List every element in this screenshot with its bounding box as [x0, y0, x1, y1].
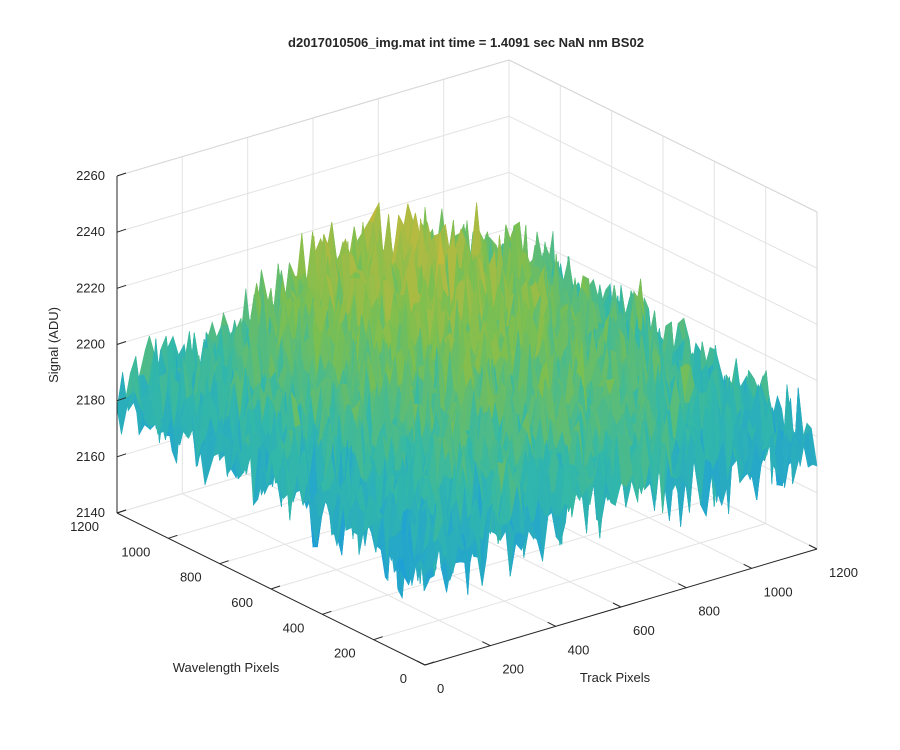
z-tick-mark: [116, 341, 127, 345]
x-tick-mark: [612, 602, 622, 608]
z-tick-label: 2240: [76, 224, 105, 239]
z-tick-label: 2140: [76, 505, 105, 520]
x-tick-label: 200: [502, 662, 524, 677]
y-tick-mark: [219, 560, 229, 565]
y-tick-label: 200: [334, 646, 356, 661]
x-tick-mark: [743, 563, 752, 569]
x-tick-mark: [482, 641, 491, 647]
z-tick-label: 2220: [76, 280, 105, 295]
grid-line: [116, 171, 510, 289]
z-tick-label: 2180: [76, 393, 105, 408]
z-tick-mark: [116, 228, 127, 233]
grid-line: [322, 497, 715, 615]
y-tick-mark: [116, 509, 127, 514]
z-tick-label: 2160: [76, 449, 105, 464]
z-tick-labels: 2140 2160 2180 2200 2220 2240 2260: [76, 168, 127, 520]
x-tick-label: 1200: [829, 565, 858, 580]
grid-line: [508, 228, 818, 381]
x-tick-label: 1000: [764, 584, 793, 599]
grid-line: [508, 115, 818, 269]
z-axis-title: Signal (ADU): [46, 307, 61, 383]
z-tick-mark: [116, 172, 127, 177]
box-edge: [508, 59, 818, 213]
y-tick-mark: [168, 534, 178, 539]
grid-line: [508, 171, 818, 325]
surface-mesh: [116, 201, 818, 600]
y-tick-mark: [373, 636, 383, 641]
x-tick-mark: [808, 544, 818, 550]
x-tick-label: 600: [633, 623, 655, 638]
box-edge: [116, 59, 510, 177]
y-tick-label: 600: [231, 595, 253, 610]
y-tick-label: 400: [283, 620, 305, 635]
y-tick-mark: [424, 661, 435, 666]
x-tick-label: 400: [568, 642, 590, 657]
y-tick-mark: [270, 585, 281, 590]
x-tick-mark: [416, 660, 426, 666]
x-tick-label: 0: [437, 681, 444, 696]
y-tick-label: 800: [180, 570, 202, 585]
z-tick-mark: [116, 284, 127, 289]
grid-line: [116, 115, 510, 233]
chart-title: d2017010506_img.mat int time = 1.4091 se…: [288, 35, 644, 50]
y-tick-label: 1000: [121, 544, 150, 559]
x-tick-mark: [678, 583, 687, 589]
y-tick-label: 0: [400, 671, 407, 686]
y-tick-label: 1200: [70, 519, 99, 534]
z-tick-label: 2260: [76, 168, 105, 183]
z-tick-mark: [116, 453, 127, 458]
x-tick-label: 800: [698, 604, 720, 619]
grid-line: [373, 523, 766, 641]
y-tick-mark: [322, 610, 332, 615]
z-tick-label: 2200: [76, 337, 105, 352]
x-tick-mark: [547, 621, 556, 627]
